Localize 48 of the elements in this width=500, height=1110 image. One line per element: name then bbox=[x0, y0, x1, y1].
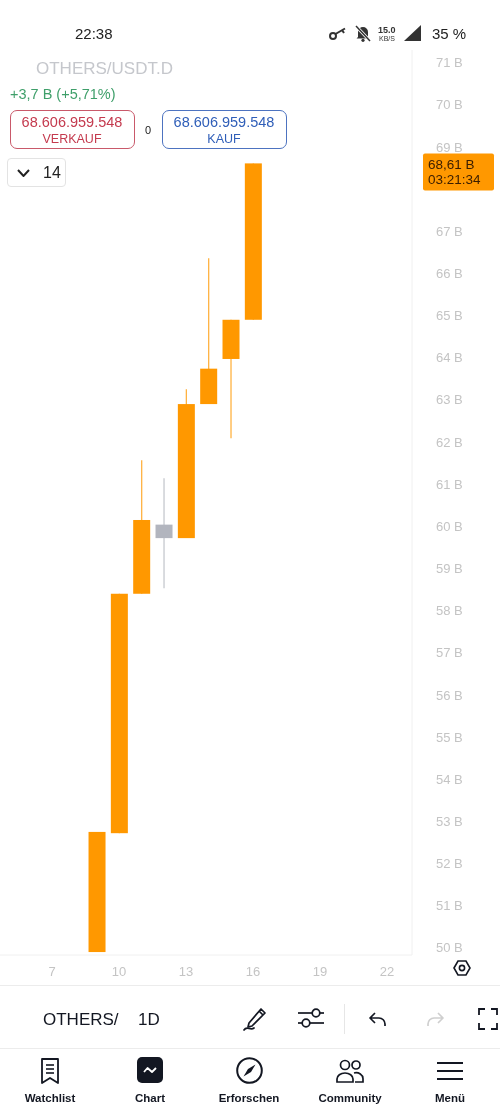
text: Erforschen bbox=[218, 1092, 280, 1104]
text: Community bbox=[318, 1092, 382, 1104]
y-tick-label: 59 B bbox=[436, 561, 463, 577]
y-tick-label: 70 B bbox=[436, 97, 463, 113]
y-tick-label: 53 B bbox=[436, 813, 463, 829]
y-tick-label: 61 B bbox=[436, 476, 463, 492]
text: Chart bbox=[134, 1092, 166, 1104]
x-tick-label: 10 bbox=[111, 964, 127, 980]
y-tick-label: 60 B bbox=[436, 518, 463, 534]
text: OTHERS/ bbox=[43, 1010, 119, 1029]
text: 1D bbox=[138, 1010, 160, 1029]
y-tick-label: 57 B bbox=[436, 645, 463, 661]
y-tick-label: 56 B bbox=[436, 687, 463, 703]
text: Watchlist bbox=[24, 1092, 76, 1104]
y-tick-label: 71 B bbox=[436, 55, 463, 71]
text: 15.0 bbox=[378, 25, 396, 35]
y-tick-label: 66 B bbox=[436, 266, 463, 282]
annotation: 0 bbox=[144, 124, 152, 136]
y-tick-label: 52 B bbox=[436, 856, 463, 872]
y-tick-label: 69 B bbox=[436, 139, 463, 155]
x-tick-label: 16 bbox=[245, 964, 261, 980]
text: 35 % bbox=[432, 25, 467, 42]
y-tick-label: 51 B bbox=[436, 898, 463, 914]
text: 68,61 B bbox=[428, 157, 475, 173]
text: 03:21:34 bbox=[428, 172, 482, 188]
annotation: VERKAUF bbox=[42, 132, 102, 146]
x-tick-label: 13 bbox=[178, 964, 194, 980]
y-tick-label: 64 B bbox=[436, 350, 463, 366]
text: +3,7 B (+5,71%) bbox=[10, 86, 116, 102]
x-tick-label: 22 bbox=[379, 964, 395, 980]
y-tick-label: 55 B bbox=[436, 729, 463, 745]
annotation: 14 bbox=[43, 164, 61, 181]
y-tick-label: 58 B bbox=[436, 603, 463, 619]
x-tick-label: 19 bbox=[312, 964, 328, 980]
y-tick-label: 50 B bbox=[436, 940, 463, 956]
y-tick-label: 54 B bbox=[436, 771, 463, 787]
annotation: 68.606.959.548 bbox=[173, 114, 275, 130]
candlestick bbox=[155, 477, 173, 589]
y-tick-label: 63 B bbox=[436, 392, 463, 408]
x-tick-label: 7 bbox=[48, 964, 56, 980]
annotation: 68.606.959.548 bbox=[21, 114, 123, 130]
y-tick-label: 67 B bbox=[436, 223, 463, 239]
y-tick-label: 65 B bbox=[436, 308, 463, 324]
text: 22:38 bbox=[75, 25, 113, 42]
text: OTHERS/USDT.D bbox=[36, 59, 173, 78]
y-tick-label: 62 B bbox=[436, 434, 463, 450]
annotation: KAUF bbox=[207, 132, 241, 146]
text: Menü bbox=[434, 1092, 466, 1104]
